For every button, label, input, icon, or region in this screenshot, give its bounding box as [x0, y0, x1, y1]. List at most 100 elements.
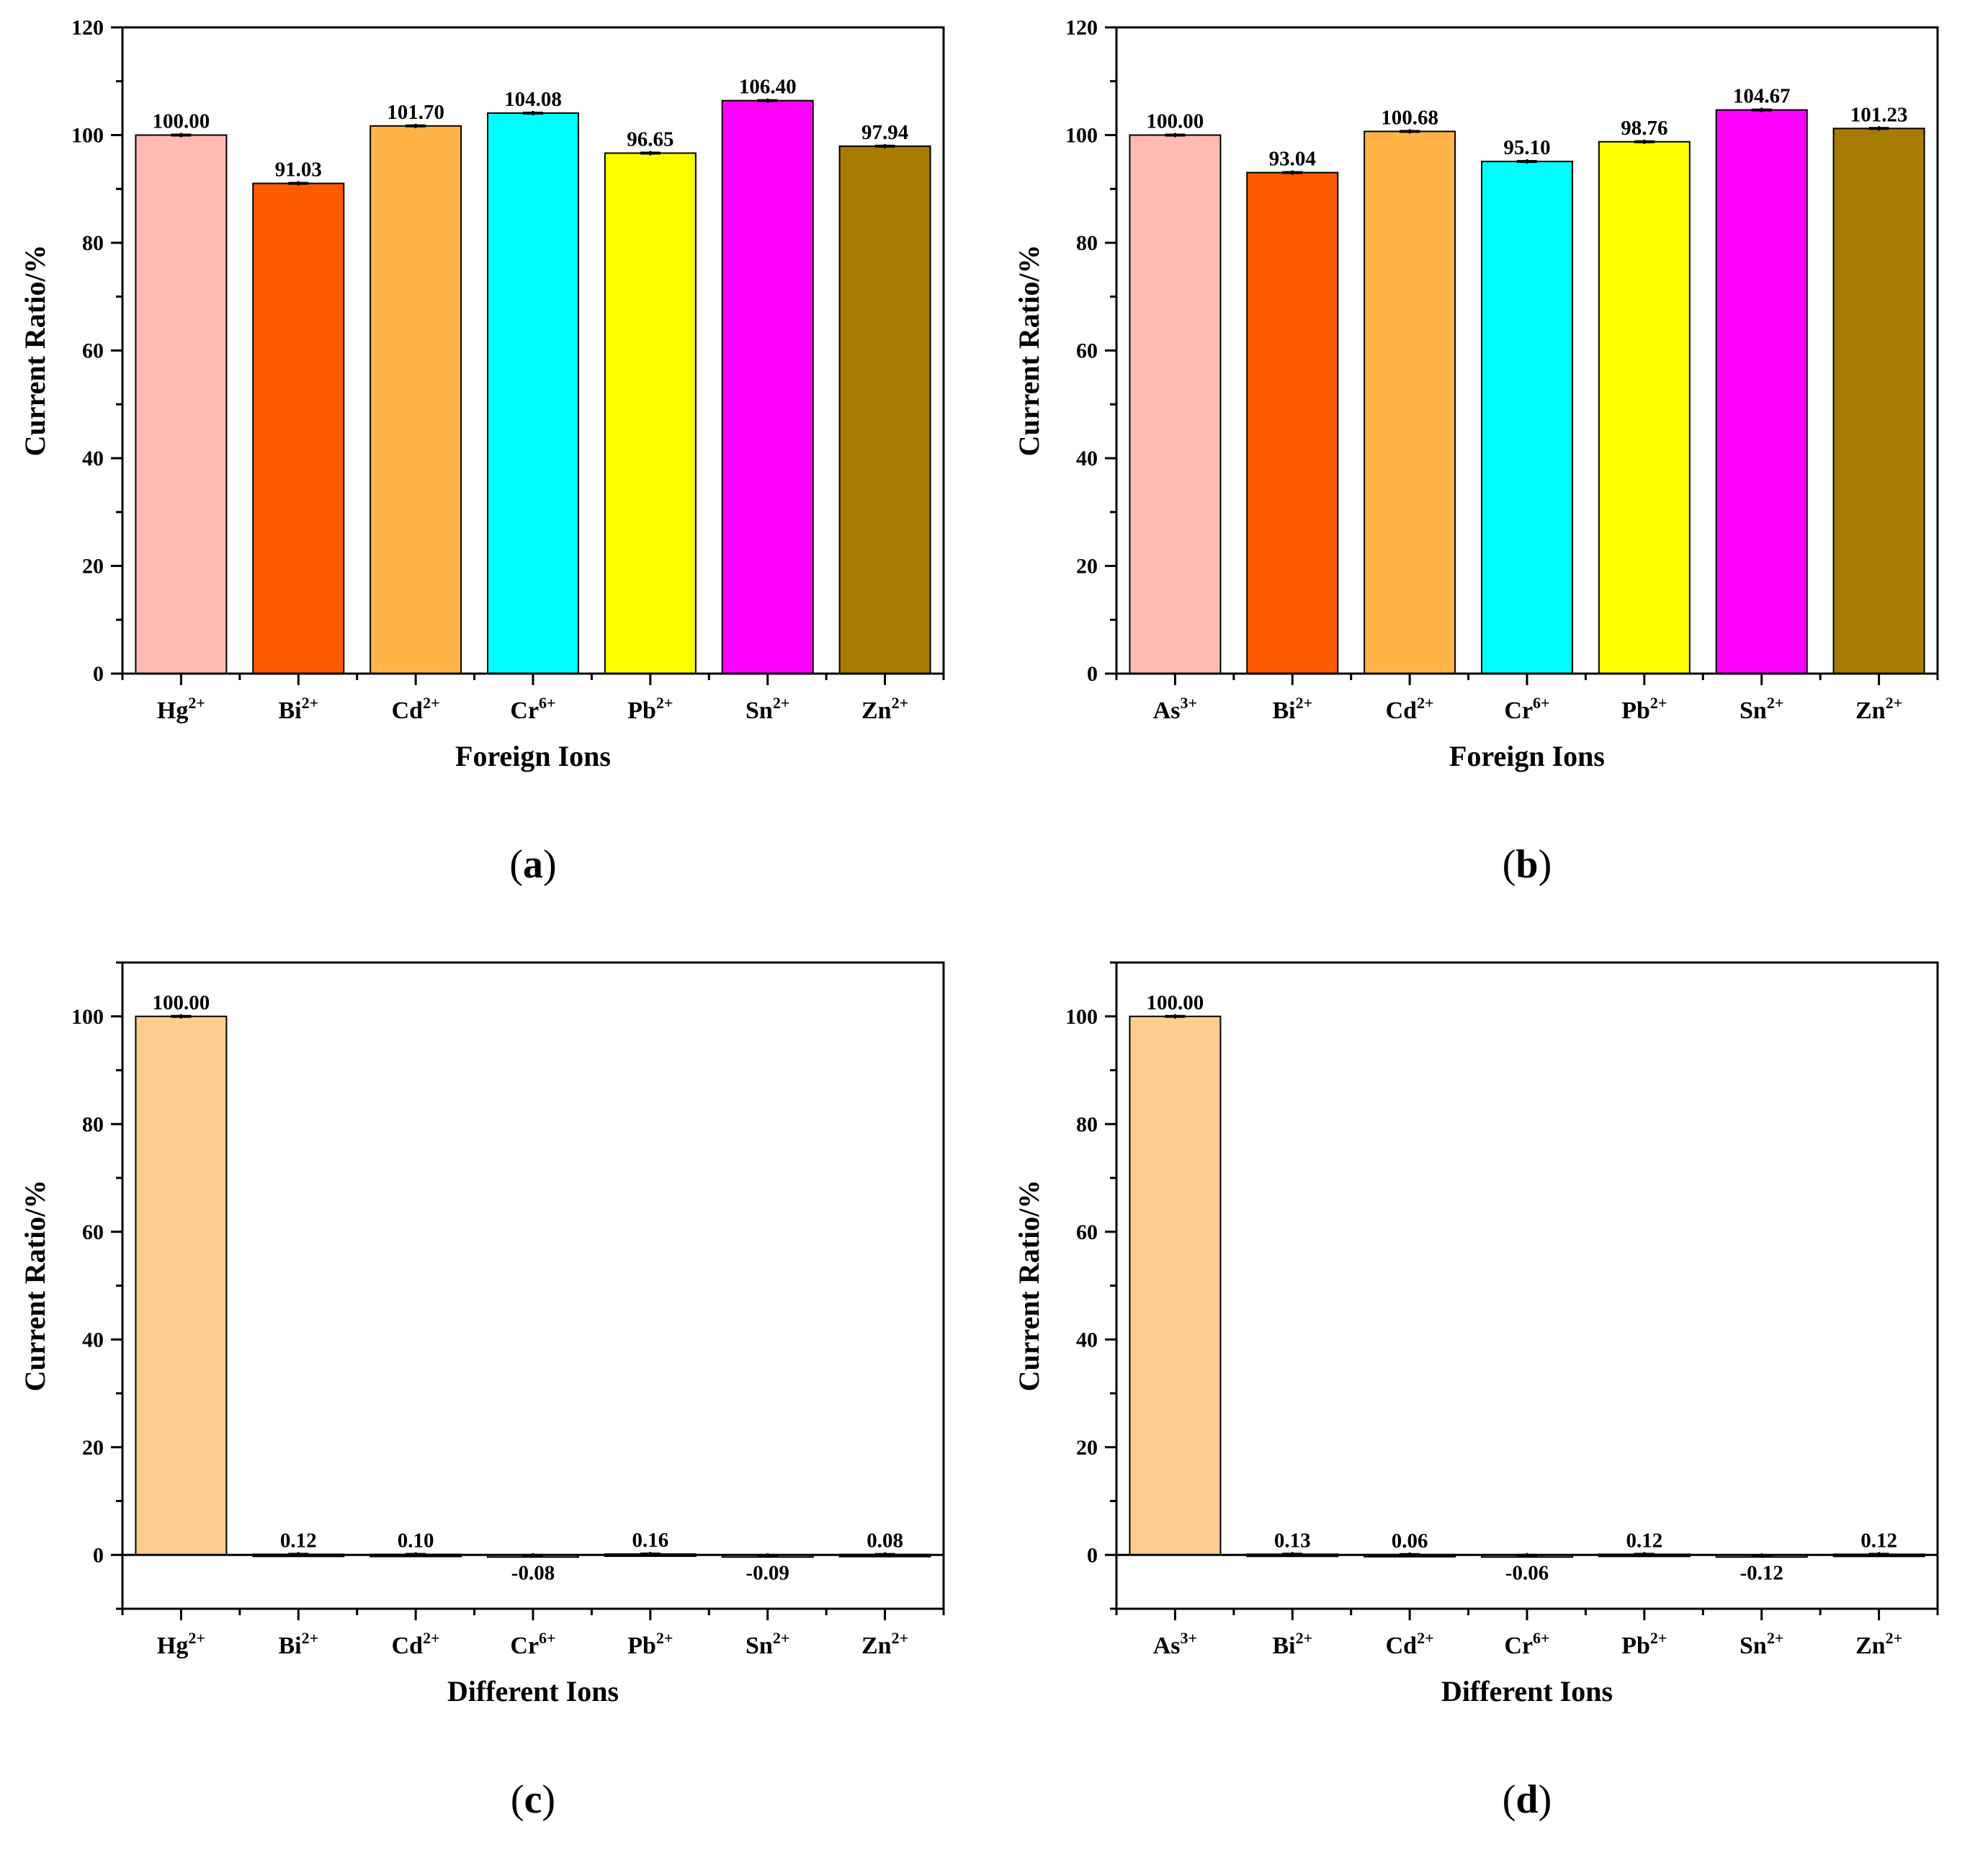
- x-tick-label: Cd2+: [1386, 694, 1434, 724]
- y-axis-title: Current Ratio/%: [1013, 1180, 1045, 1392]
- y-tick-label: 20: [1076, 1436, 1098, 1460]
- bar: [487, 112, 579, 674]
- data-label: 100.00: [153, 110, 210, 133]
- x-tick-label: As3+: [1153, 1629, 1197, 1659]
- plot-frame: [1115, 961, 1939, 1610]
- y-tick-label: 100: [71, 124, 104, 148]
- x-tick-label: Sn2+: [746, 694, 789, 724]
- data-label: 0.12: [280, 1529, 317, 1552]
- y-tick-label: 120: [71, 16, 104, 40]
- bar: [252, 182, 345, 675]
- x-tick-label: Cd2+: [1386, 1629, 1434, 1659]
- chart-panel-a: 100.00 91.03 101.70 104.08 96.65 106.40 97.94 0…: [0, 0, 994, 935]
- data-label: 97.94: [861, 121, 908, 144]
- x-tick-label: Sn2+: [1740, 1629, 1783, 1659]
- data-label: 0.10: [398, 1530, 434, 1553]
- data-label: 95.10: [1503, 136, 1550, 159]
- data-label: 91.03: [275, 158, 322, 182]
- y-tick-label: 60: [1076, 1220, 1098, 1244]
- x-tick-label: Bi2+: [1272, 694, 1312, 724]
- y-tick-label: 80: [82, 1112, 104, 1136]
- y-tick-label: 60: [1076, 339, 1098, 363]
- x-tick-label: Zn2+: [1855, 694, 1902, 724]
- bar: [1715, 109, 1808, 675]
- y-tick-label: 80: [1076, 1112, 1098, 1136]
- chart-panel-d: 100.00 0.13 0.06 -0.06 0.12 -0.12 0.12 0 20 40 60 8…: [994, 935, 1988, 1870]
- x-axis-title: Foreign Ions: [455, 740, 611, 772]
- y-tick-label: 40: [1076, 1328, 1098, 1352]
- data-label: 0.12: [1626, 1529, 1662, 1552]
- data-label: 101.23: [1850, 103, 1908, 126]
- x-tick-label: Hg2+: [157, 1629, 205, 1659]
- x-tick-label: Cd2+: [392, 694, 440, 724]
- data-label: 104.08: [504, 88, 562, 111]
- y-tick-label: 20: [82, 1436, 104, 1460]
- x-axis-title: Different Ions: [447, 1675, 619, 1707]
- bar: [1598, 140, 1691, 675]
- x-axis-title: Foreign Ions: [1449, 740, 1605, 772]
- bar: [604, 152, 697, 674]
- panel-caption: (a): [509, 842, 556, 887]
- x-tick-label: Hg2+: [157, 694, 205, 724]
- x-tick-label: Cr6+: [510, 694, 555, 724]
- data-label: 0.06: [1392, 1530, 1428, 1553]
- x-tick-label: Sn2+: [746, 1629, 789, 1659]
- data-label: 0.13: [1274, 1529, 1311, 1552]
- x-tick-label: As3+: [1153, 694, 1197, 724]
- x-tick-label: Cr6+: [1504, 694, 1549, 724]
- y-tick-label: 60: [82, 1220, 104, 1244]
- bar: [135, 1015, 228, 1556]
- data-label: 100.00: [1147, 991, 1204, 1014]
- y-tick-label: 120: [1065, 16, 1098, 40]
- bar: [721, 99, 814, 675]
- y-tick-label: 80: [82, 231, 104, 255]
- x-tick-label: Cr6+: [1504, 1629, 1549, 1659]
- data-label: 100.00: [1147, 110, 1204, 133]
- data-label: 100.00: [153, 991, 210, 1014]
- y-tick-label: 40: [82, 447, 104, 470]
- bar: [1129, 1015, 1222, 1556]
- y-tick-label: 100: [1065, 1005, 1098, 1029]
- panel-caption: (b): [1503, 842, 1552, 887]
- data-label: 100.68: [1381, 106, 1438, 129]
- x-axis-title: Different Ions: [1441, 1675, 1613, 1707]
- x-tick-label: Pb2+: [1621, 694, 1667, 724]
- data-label: 98.76: [1621, 117, 1667, 140]
- bar: [838, 145, 931, 674]
- data-label: -0.08: [511, 1561, 555, 1584]
- y-tick-label: 60: [82, 339, 104, 363]
- bar: [370, 125, 462, 675]
- data-label: 106.40: [739, 76, 797, 99]
- data-label: 0.12: [1861, 1529, 1897, 1552]
- data-label: -0.12: [1740, 1561, 1783, 1584]
- bar: [1246, 171, 1339, 674]
- x-tick-label: Zn2+: [1855, 1629, 1902, 1659]
- bar: [1129, 134, 1222, 674]
- x-tick-label: Sn2+: [1740, 694, 1783, 724]
- x-tick-label: Bi2+: [1272, 1629, 1312, 1659]
- data-label: 96.65: [627, 128, 673, 151]
- data-label: 101.70: [387, 101, 444, 124]
- x-tick-label: Pb2+: [627, 1629, 673, 1659]
- data-label: 93.04: [1269, 148, 1316, 171]
- chart-panel-c: 100.00 0.12 0.10 -0.08 0.16 -0.09 0.08 0 20 40 60 8…: [0, 935, 994, 1870]
- panel-caption: (d): [1503, 1777, 1552, 1822]
- y-tick-label: 40: [1076, 447, 1098, 470]
- y-axis-title: Current Ratio/%: [19, 245, 51, 457]
- panel-caption: (c): [511, 1777, 555, 1822]
- data-label: 0.08: [867, 1530, 903, 1553]
- y-tick-label: 80: [1076, 231, 1098, 255]
- bar: [1364, 130, 1456, 675]
- y-tick-label: 40: [82, 1328, 104, 1352]
- x-tick-label: Pb2+: [1621, 1629, 1667, 1659]
- x-tick-label: Cr6+: [510, 1629, 555, 1659]
- bar-chart-d: 100.00 0.13 0.06 -0.06 0.12 -0.12 0.12 0 20 40 60 8…: [1013, 961, 1939, 1822]
- bar-chart-a: 100.00 91.03 101.70 104.08 96.65 106.40 97.94 0…: [19, 16, 945, 887]
- y-tick-label: 0: [93, 1543, 104, 1567]
- y-tick-label: 0: [1087, 662, 1098, 686]
- plot-frame: [121, 961, 945, 1610]
- y-tick-label: 20: [82, 555, 104, 579]
- x-tick-label: Cd2+: [392, 1629, 440, 1659]
- x-tick-label: Bi2+: [278, 1629, 318, 1659]
- bar-chart-c: 100.00 0.12 0.10 -0.08 0.16 -0.09 0.08 0 20 40 60 8…: [19, 961, 945, 1822]
